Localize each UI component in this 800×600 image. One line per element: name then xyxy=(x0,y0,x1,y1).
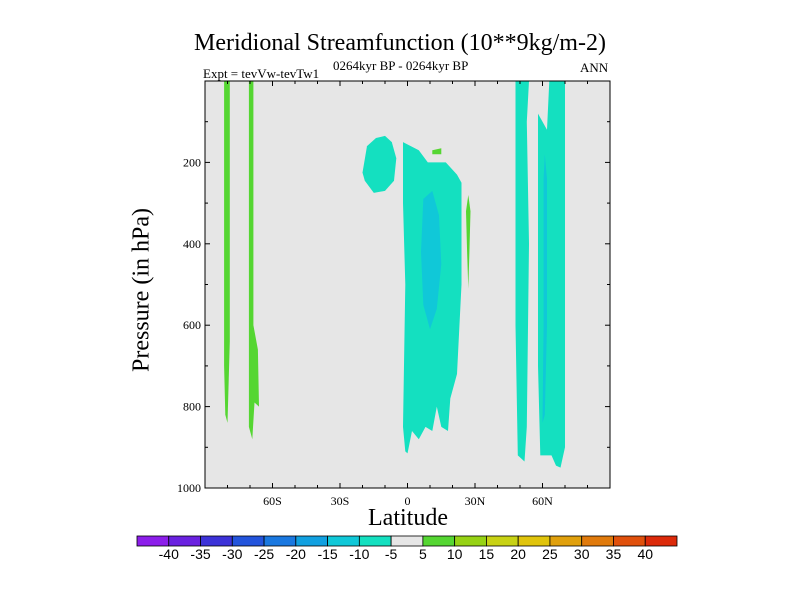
contour-region-tropical-upper-green-dot xyxy=(432,148,442,155)
colorbar-label: 10 xyxy=(447,546,463,562)
colorbar-box xyxy=(390,535,424,547)
contour-region-sh-polar-band-b xyxy=(248,81,259,440)
colorbar-label: 20 xyxy=(510,546,526,562)
colorbar-box xyxy=(231,535,265,547)
colorbar-box xyxy=(263,535,297,547)
colorbar-box xyxy=(454,535,487,547)
colorbar-label: -40 xyxy=(159,546,179,562)
colorbar-label: 30 xyxy=(574,546,590,562)
x-tick-label: 30N xyxy=(465,494,486,508)
colorbar-box xyxy=(581,535,614,547)
contour-region-nh-midlat-band-b-inner xyxy=(542,154,547,423)
y-tick-label: 400 xyxy=(183,237,201,251)
colorbar-box xyxy=(168,535,201,547)
colorbar-label: 25 xyxy=(542,546,558,562)
y-tick-label: 1000 xyxy=(177,481,201,495)
colorbar-box xyxy=(644,535,678,547)
colorbar-box xyxy=(549,535,583,547)
contour-region-nh-tropical-green-sliver xyxy=(466,195,471,289)
y-tick-label: 200 xyxy=(183,155,201,169)
colorbar-label: -35 xyxy=(190,546,210,562)
contour-region-nh-midlat-band-a xyxy=(515,81,529,462)
colorbar-box xyxy=(136,535,170,547)
contour-region-sh-subtropical-upper-cell xyxy=(362,135,397,193)
y-tick-label: 800 xyxy=(183,400,201,414)
colorbar-label: 15 xyxy=(479,546,495,562)
x-axis-label: Latitude xyxy=(368,505,448,531)
colorbar-label: -25 xyxy=(254,546,274,562)
colorbar-label: -10 xyxy=(349,546,369,562)
x-tick-label: 60S xyxy=(263,494,282,508)
colorbar-box xyxy=(486,535,519,547)
colorbar-label: -20 xyxy=(286,546,306,562)
colorbar-label: -15 xyxy=(317,546,337,562)
contour-region-nh-midlat-band-b xyxy=(538,81,565,468)
colorbar-label: -5 xyxy=(385,546,398,562)
season-label: ANN xyxy=(580,60,609,75)
x-tick-label: 30S xyxy=(331,494,350,508)
colorbar-box xyxy=(295,535,328,547)
colorbar-box xyxy=(517,535,551,547)
colorbar-box xyxy=(613,535,646,547)
colorbar-label: -30 xyxy=(222,546,242,562)
colorbar-box xyxy=(327,535,360,547)
date-range-label: 0264kyr BP - 0264kyr BP xyxy=(333,58,469,73)
contour-region-tropical-main-cell-inner xyxy=(421,190,442,330)
experiment-label: Expt = tevVw-tevTw1 xyxy=(203,66,320,81)
colorbar-box xyxy=(422,535,456,547)
chart-title: Meridional Streamfunction (10**9kg/m-2) xyxy=(194,30,606,56)
colorbar-label: 5 xyxy=(419,546,427,562)
colorbar-label: 35 xyxy=(606,546,622,562)
colorbar-label: 40 xyxy=(637,546,653,562)
contour-region-sh-polar-band-a xyxy=(224,81,230,423)
y-tick-label: 600 xyxy=(183,318,201,332)
colorbar-box xyxy=(358,535,392,547)
x-tick-label: 0 xyxy=(405,494,411,508)
x-tick-label: 60N xyxy=(532,494,553,508)
colorbar-box xyxy=(200,535,233,547)
